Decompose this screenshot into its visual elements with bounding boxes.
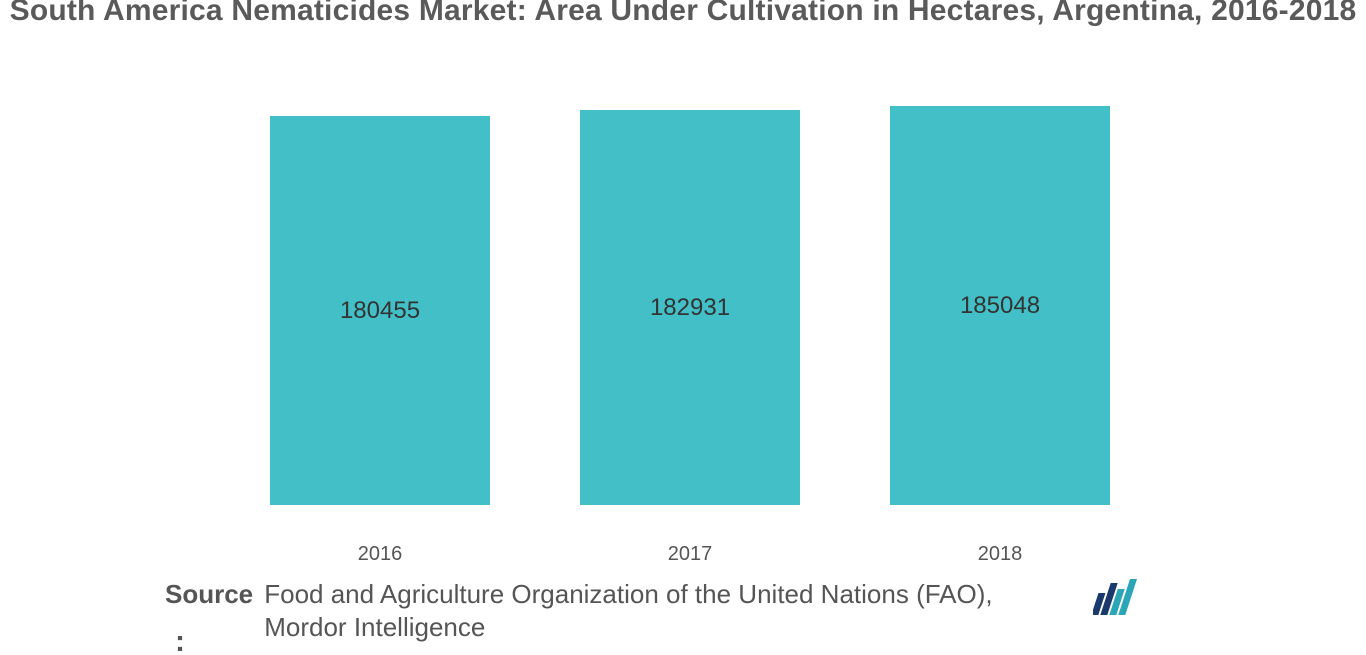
- bar-0: 180455: [270, 116, 490, 505]
- x-label-2: 2018: [850, 543, 1150, 566]
- bar-value-2: 185048: [890, 292, 1110, 320]
- bar-value-1: 182931: [580, 294, 800, 322]
- source-label: Source: [165, 578, 257, 611]
- source-colon: :: [175, 625, 185, 655]
- bar-slot-1: 182931: [540, 95, 840, 505]
- plot-area: 180455 182931 185048: [0, 95, 1366, 505]
- bar-1: 182931: [580, 110, 800, 505]
- source-row: Source Food and Agriculture Organization…: [165, 578, 1215, 643]
- chart-title: South America Nematicides Market: Area U…: [0, 0, 1366, 30]
- bar-value-0: 180455: [270, 297, 490, 325]
- x-axis-labels: 2016 2017 2018: [0, 505, 1366, 535]
- x-label-1: 2017: [540, 543, 840, 566]
- x-label-0: 2016: [230, 543, 530, 566]
- bar-slot-0: 180455: [230, 95, 530, 505]
- bar-slot-2: 185048: [850, 95, 1150, 505]
- bar-2: 185048: [890, 106, 1110, 505]
- source-text: Food and Agriculture Organization of the…: [264, 578, 1044, 643]
- mordor-logo-icon: [1093, 579, 1141, 615]
